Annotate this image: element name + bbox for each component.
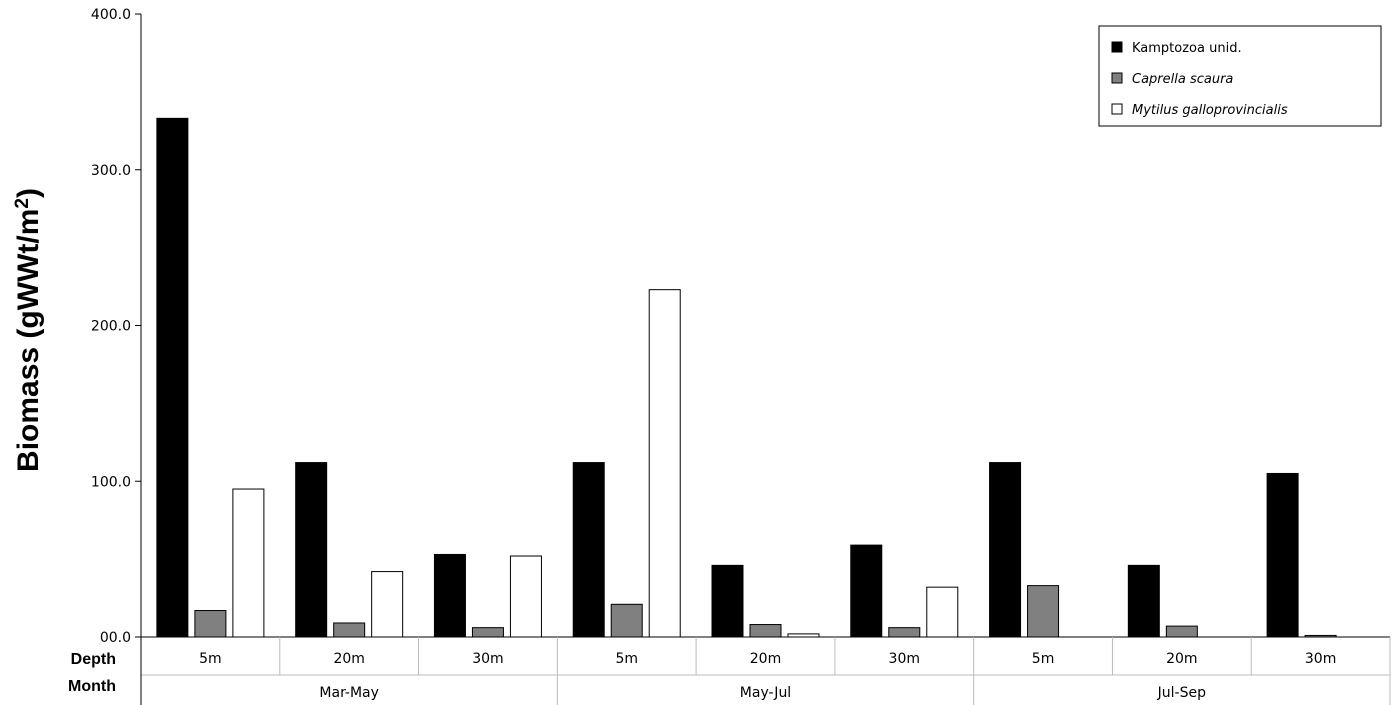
x-tick-label: 30m bbox=[472, 651, 503, 667]
bar bbox=[1165, 625, 1198, 638]
x-tick-label: 30m bbox=[1305, 651, 1336, 667]
group-label: May-Jul bbox=[740, 685, 791, 701]
x-tick-label: 5m bbox=[615, 651, 638, 667]
x-tick-label: 5m bbox=[199, 651, 222, 667]
x-tick-label: 20m bbox=[333, 651, 364, 667]
y-tick-label: 200.0 bbox=[91, 319, 131, 335]
legend-box bbox=[1098, 25, 1382, 127]
bar bbox=[156, 117, 189, 638]
row-label-depth: Depth bbox=[71, 651, 116, 668]
y-axis-title: Biomass (gWWt/m2) bbox=[12, 188, 46, 472]
x-tick-label: 20m bbox=[750, 651, 781, 667]
x-axis: 5m 20m 30m 5m 20m 30m 5m 20m 30m Mar-May May-Jul Ju… bbox=[68, 636, 1391, 705]
legend-label: Caprella scaura bbox=[1132, 72, 1233, 87]
y-tick-label: 100.0 bbox=[91, 474, 131, 490]
bar bbox=[333, 622, 366, 638]
bars bbox=[156, 117, 1337, 638]
bar bbox=[572, 462, 605, 638]
group-label: Jul-Sep bbox=[1157, 685, 1206, 701]
bar bbox=[433, 553, 466, 638]
bar bbox=[471, 627, 504, 638]
legend-label: Mytilus galloprovincialis bbox=[1132, 103, 1288, 118]
x-tick-label: 20m bbox=[1166, 651, 1197, 667]
y-tick-label: 00.0 bbox=[100, 630, 131, 646]
bar bbox=[1266, 472, 1299, 638]
row-label-month: Month bbox=[68, 678, 116, 695]
bar bbox=[1027, 585, 1060, 638]
bar bbox=[1127, 564, 1160, 638]
y-axis-title-text: Biomass (gWWt/m bbox=[12, 209, 45, 472]
legend: Kamptozoa unid. Caprella scaura Mytilus ga… bbox=[1098, 25, 1382, 127]
y-tick-label: 300.0 bbox=[91, 163, 131, 179]
y-axis-title-superscript: 2 bbox=[12, 198, 33, 209]
y-axis: 00.0 100.0 200.0 300.0 400.0 bbox=[91, 7, 142, 646]
bar bbox=[926, 586, 959, 638]
legend-label: Kamptozoa unid. bbox=[1132, 41, 1242, 56]
bar bbox=[749, 624, 782, 638]
legend-swatch bbox=[1111, 41, 1123, 53]
bar bbox=[232, 488, 265, 638]
x-tick-label: 30m bbox=[889, 651, 920, 667]
bar bbox=[371, 571, 404, 638]
bar bbox=[295, 462, 328, 638]
x-tick-label: 5m bbox=[1032, 651, 1055, 667]
bar bbox=[888, 627, 921, 638]
bar bbox=[711, 564, 744, 638]
bar bbox=[509, 555, 542, 638]
y-tick-label: 400.0 bbox=[91, 7, 131, 23]
bar bbox=[850, 544, 883, 638]
bar bbox=[989, 462, 1022, 638]
y-axis-title-close: ) bbox=[12, 188, 45, 198]
bar bbox=[194, 610, 227, 638]
legend-swatch bbox=[1111, 72, 1123, 84]
bar bbox=[648, 289, 681, 638]
legend-swatch bbox=[1111, 103, 1123, 115]
group-label: Mar-May bbox=[319, 685, 379, 701]
bar bbox=[610, 603, 643, 638]
